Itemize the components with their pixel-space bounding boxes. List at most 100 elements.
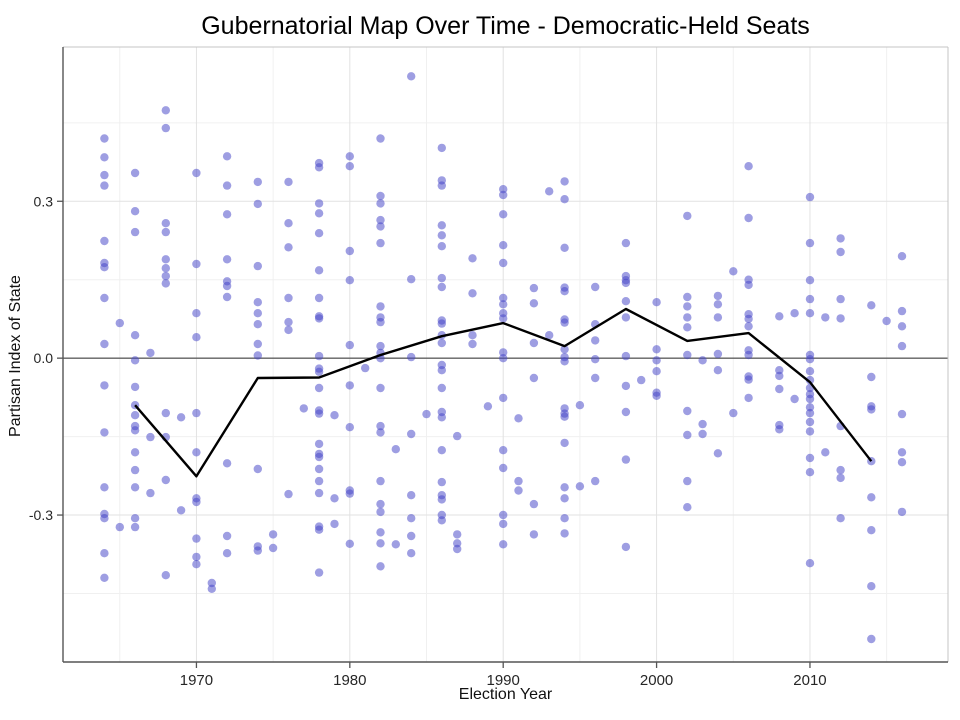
scatter-point (407, 72, 416, 81)
scatter-point (192, 560, 201, 569)
scatter-point (867, 526, 876, 535)
scatter-point (729, 408, 738, 418)
scatter-point (345, 162, 354, 171)
scatter-point (100, 263, 109, 272)
scatter-point (713, 300, 723, 309)
scatter-point (437, 143, 446, 153)
scatter-point (683, 323, 692, 332)
scatter-point (437, 319, 446, 328)
scatter-point (805, 453, 815, 463)
scatter-point (897, 306, 907, 316)
scatter-point (805, 309, 815, 318)
scatter-point (330, 494, 339, 503)
scatter-point (345, 423, 354, 432)
scatter-point (345, 340, 354, 350)
scatter-point (591, 282, 600, 292)
scatter-point (744, 280, 753, 290)
scatter-point (468, 289, 477, 298)
scatter-point (314, 209, 324, 218)
scatter-point (146, 432, 155, 442)
scatter-point (100, 236, 109, 246)
scatter-point (775, 371, 784, 381)
scatter-point (836, 465, 845, 475)
scatter-point (437, 413, 446, 422)
scatter-point (314, 314, 324, 323)
scatter-point (499, 300, 508, 309)
scatter-point (560, 483, 569, 492)
scatter-point (192, 168, 201, 178)
scatter-point (529, 499, 539, 509)
scatter-point (560, 514, 569, 523)
scatter-point (499, 354, 508, 363)
scatter-point (775, 425, 784, 434)
scatter-point (805, 468, 815, 477)
scatter-point (161, 123, 170, 133)
scatter-point (314, 525, 324, 534)
scatter-point (836, 514, 845, 523)
x-tick-label: 1990 (487, 672, 520, 689)
y-tick-label: -0.3 (29, 507, 53, 523)
scatter-point (529, 338, 539, 348)
scatter-point (100, 573, 109, 582)
scatter-point (192, 552, 201, 562)
scatter-point (284, 489, 293, 499)
scatter-point (407, 429, 416, 439)
scatter-point (130, 331, 140, 340)
scatter-point (499, 314, 508, 323)
scatter-point (897, 322, 907, 331)
scatter-point (314, 367, 324, 376)
scatter-point (683, 292, 692, 302)
scatter-point (376, 539, 385, 548)
scatter-point (437, 221, 446, 230)
scatter-point (391, 445, 400, 454)
scatter-point (253, 320, 262, 329)
scatter-point (345, 489, 354, 498)
scatter-point (376, 499, 385, 509)
scatter-point (161, 571, 170, 580)
scatter-point (161, 271, 170, 281)
scatter-point (729, 267, 738, 276)
scatter-point (376, 199, 385, 208)
scatter-point (376, 476, 385, 486)
scatter-point (437, 338, 446, 348)
scatter-point (253, 177, 262, 187)
scatter-point (483, 402, 493, 411)
scatter-point (882, 316, 891, 326)
scatter-point (621, 407, 631, 417)
scatter-point (314, 568, 324, 577)
scatter-point (130, 382, 140, 392)
scatter-point (713, 366, 723, 375)
scatter-point (897, 448, 907, 457)
scatter-point (713, 313, 723, 322)
scatter-point (805, 276, 815, 285)
scatter-point (437, 273, 446, 283)
scatter-point (453, 431, 462, 441)
scatter-point (314, 464, 324, 474)
scatter-point (499, 258, 508, 268)
scatter-point (867, 301, 876, 310)
scatter-point (376, 528, 385, 537)
scatter-point (713, 291, 723, 301)
scatter-point (192, 408, 201, 418)
x-tick-label: 2000 (640, 672, 673, 689)
scatter-point (376, 507, 385, 517)
chart-title: Gubernatorial Map Over Time - Democratic… (201, 12, 810, 40)
scatter-point (407, 531, 416, 541)
scatter-point (146, 488, 155, 498)
scatter-point (253, 339, 262, 349)
scatter-point (652, 367, 661, 376)
scatter-point (437, 383, 446, 393)
scatter-point (130, 356, 140, 365)
scatter-point (192, 497, 201, 507)
scatter-point (514, 414, 523, 423)
scatter-point (407, 275, 416, 284)
scatter-point (314, 199, 324, 208)
scatter-point (222, 549, 232, 558)
scatter-point (744, 322, 753, 331)
scatter-point (683, 503, 692, 512)
scatter-point (100, 428, 109, 437)
scatter-point (253, 464, 262, 474)
scatter-point (407, 549, 416, 558)
scatter-point (284, 293, 293, 303)
x-tick-label: 1970 (180, 672, 213, 689)
